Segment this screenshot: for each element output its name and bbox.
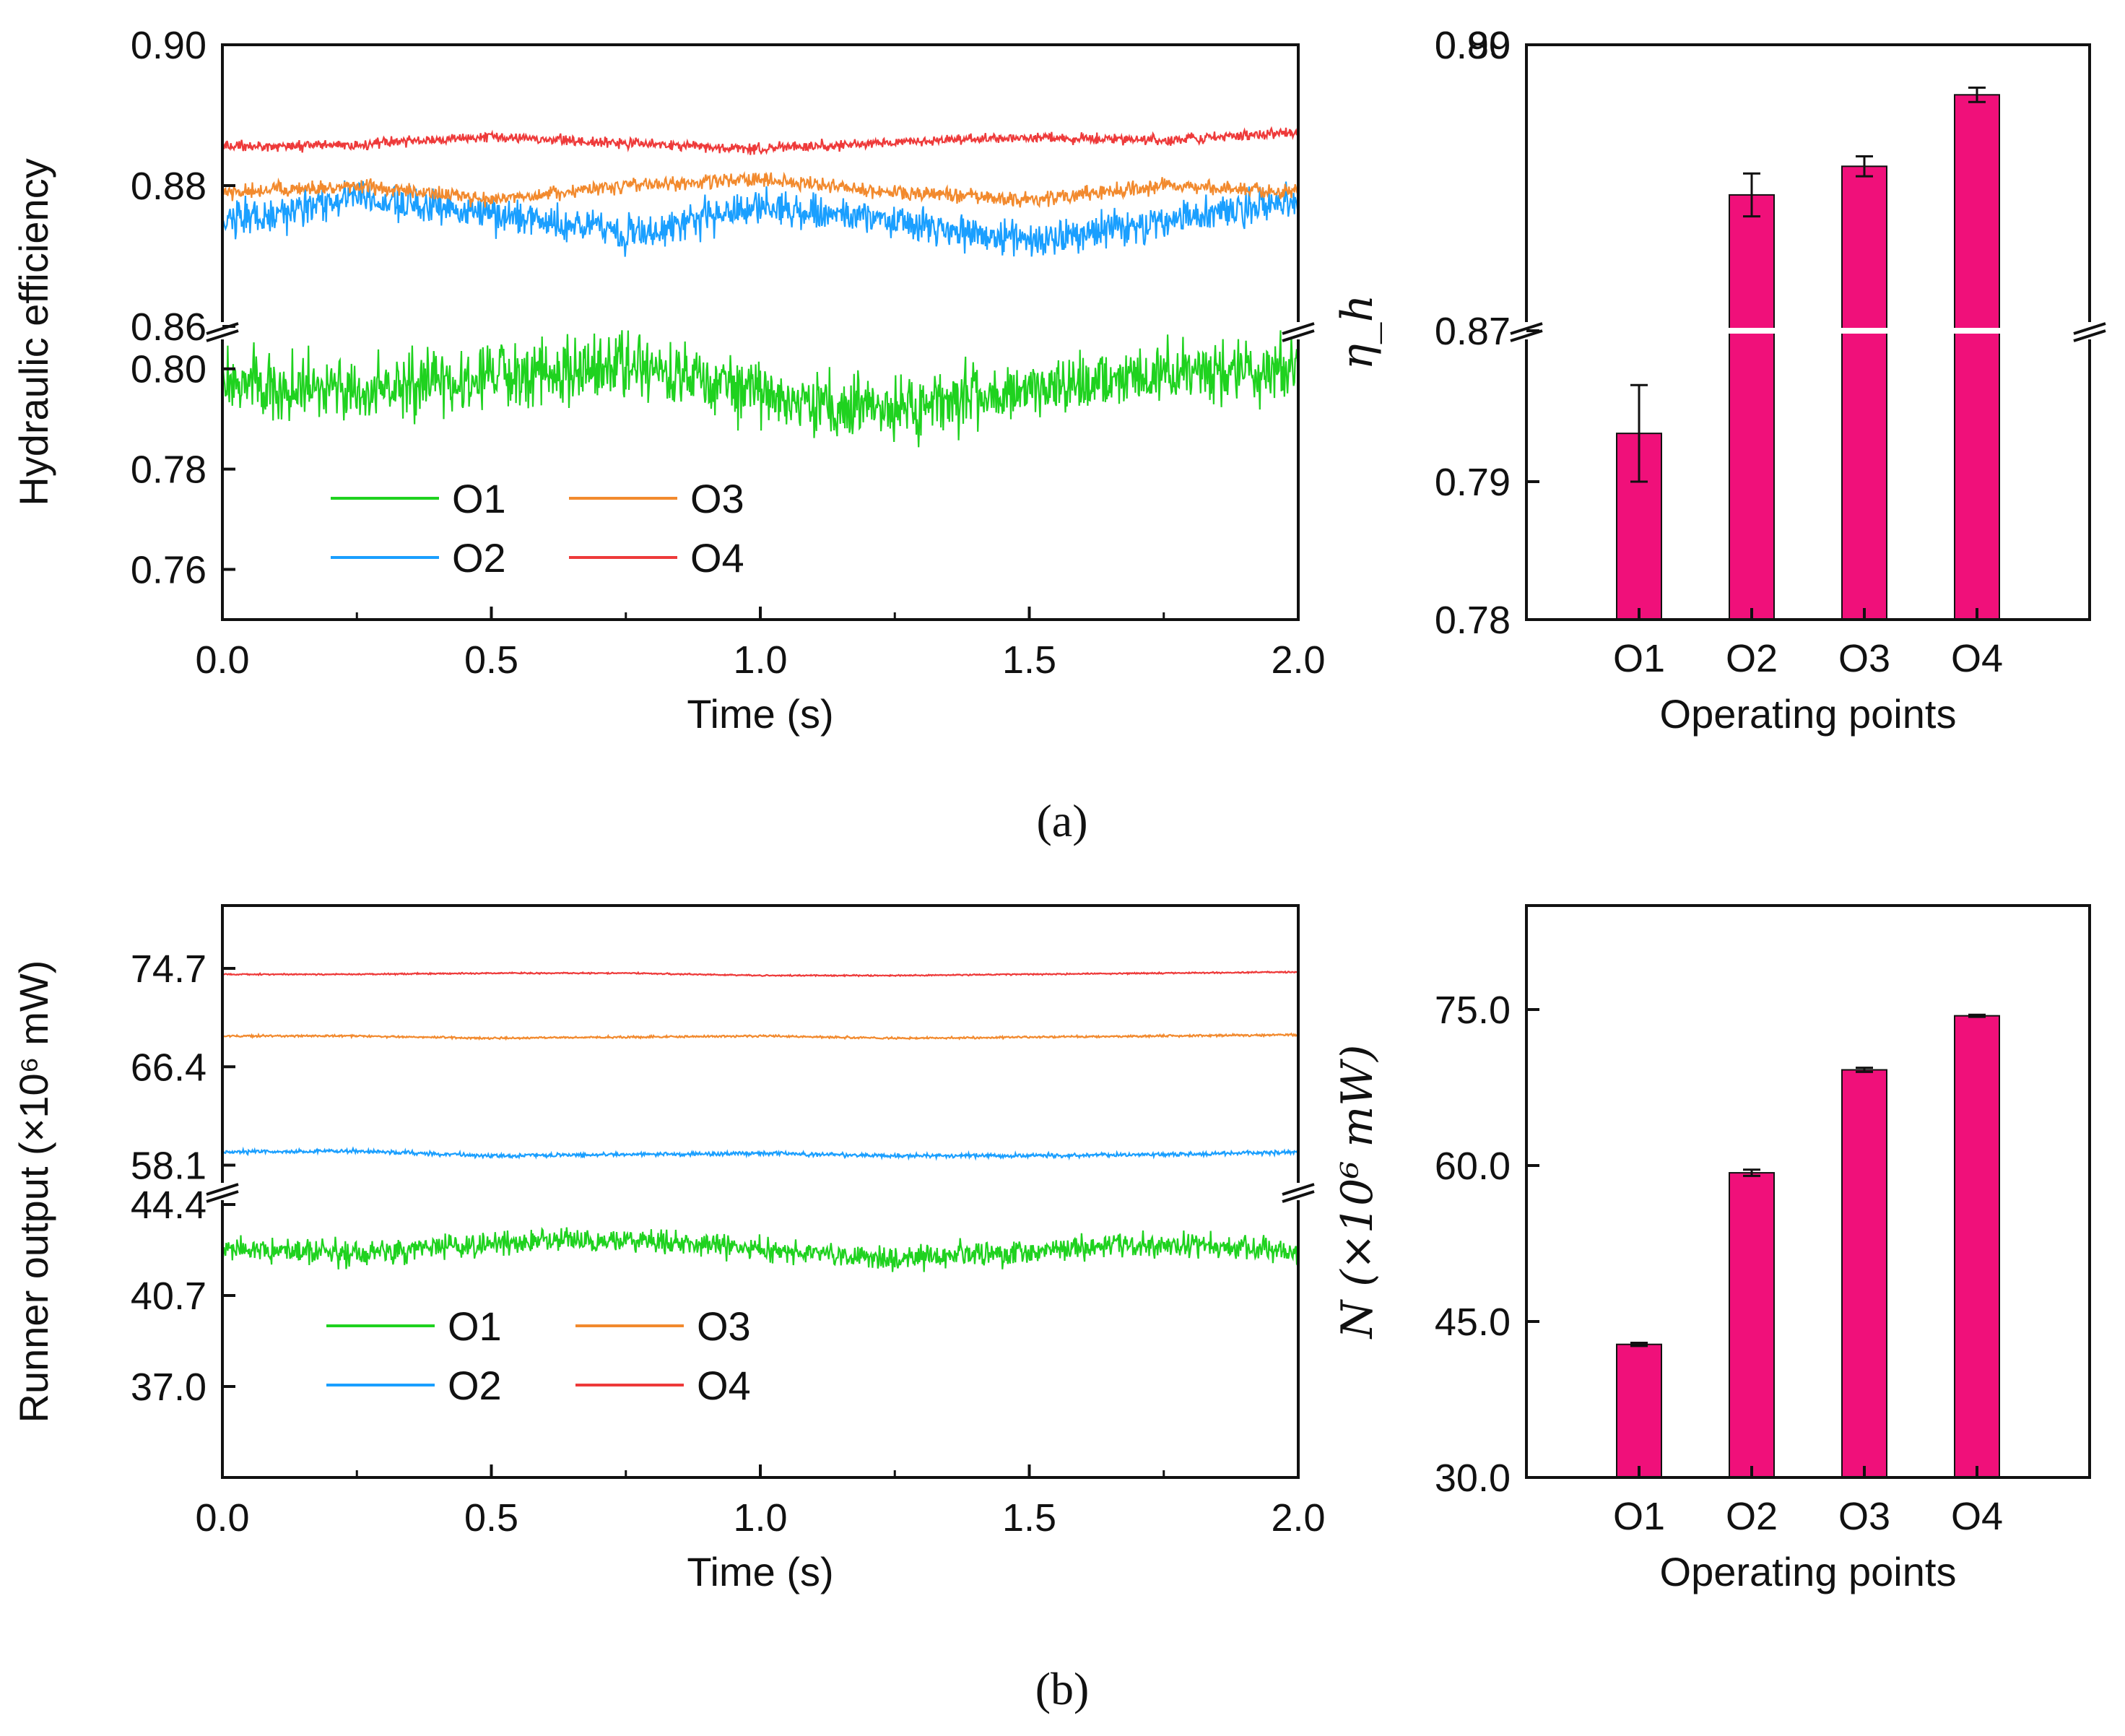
panel-label-a: (a) <box>1036 795 1087 846</box>
y-axis-title: Runner output (×10⁶ mW) <box>11 960 56 1423</box>
y-tick-label: 0.88 <box>131 165 207 208</box>
y-axis-title: N (×10⁶ mW) <box>1332 1045 1383 1340</box>
bar-O4 <box>1954 94 2000 621</box>
legend-label-O4: O4 <box>697 1363 751 1408</box>
chart-hydraulic-efficiency-bars: O1 O2 O3 O4 0.87 0.890.90 0.78 0.79 Operating po… <box>1332 24 2106 737</box>
legend-label-O1: O1 <box>452 476 506 521</box>
panel-label-b: (b) <box>1035 1663 1090 1714</box>
axis-break-right-mark-1 <box>2073 322 2106 335</box>
x-tick-label-O4: O4 <box>1951 1495 2003 1538</box>
y-tick-label: 0.78 <box>1435 599 1511 642</box>
x-tick-label-O3: O3 <box>1838 637 1890 680</box>
x-axis-title: Operating points <box>1660 691 1957 737</box>
x-tick-label-O3: O3 <box>1838 1495 1890 1538</box>
y-tick-label: 40.7 <box>131 1275 207 1318</box>
axis-break-left-mark-1 <box>206 1183 239 1196</box>
axis-break-right-mark-1 <box>1282 322 1315 335</box>
y-axis-title: Hydraulic efficiency <box>11 158 56 505</box>
legend-label-O2: O2 <box>448 1363 502 1408</box>
x-axis-title: Operating points <box>1660 1549 1957 1594</box>
y-tick-label: 0.80 <box>131 348 207 391</box>
series-line-O1 <box>222 330 1298 448</box>
y-tick-label: 0.76 <box>131 549 207 592</box>
x-tick-label: 0.5 <box>464 1496 518 1540</box>
y-tick-label: 37.0 <box>131 1366 207 1409</box>
chart-runner-output-vs-time: 0.0 0.5 1.0 1.5 2.0 58.1 66.4 74.7 37.0 40.7 44.4 T… <box>11 904 1326 1594</box>
legend-label-O4: O4 <box>690 535 744 581</box>
series-line-O2 <box>222 1146 1298 1161</box>
y-tick-label: 0.87 <box>1435 310 1511 353</box>
x-tick-label: 0.5 <box>464 638 518 682</box>
bar-break-gap <box>1528 328 2088 334</box>
plot-frame <box>1525 904 2091 1479</box>
x-tick-label: 2.0 <box>1271 638 1325 682</box>
y-tick-label: 0.79 <box>1435 461 1511 504</box>
chart-runner-output-bars: O1 O2 O3 O4 30.0 45.0 60.0 75.0 Operating points… <box>1332 904 2091 1594</box>
x-axis-title: Time (s) <box>687 1549 833 1594</box>
axis-break-left-mark-2 <box>206 1190 239 1203</box>
series-line-O4 <box>222 126 1298 156</box>
legend-label-O3: O3 <box>690 476 744 521</box>
y-tick-label: 30.0 <box>1435 1457 1511 1500</box>
x-tick-label-O1: O1 <box>1613 637 1665 680</box>
chart-hydraulic-efficiency-vs-time: 0.0 0.5 1.0 1.5 2.0 0.86 0.88 0.90 0.76 0.78 0.80 T… <box>11 24 1326 737</box>
x-tick-label: 2.0 <box>1271 1496 1325 1540</box>
y-tick-label: 74.7 <box>131 947 207 991</box>
y-tick-label: 44.4 <box>131 1184 207 1227</box>
bar-O4 <box>1954 1015 2000 1478</box>
x-tick-label: 1.0 <box>733 1496 787 1540</box>
y-tick-label: 0.86 <box>131 305 207 349</box>
y-axis-title: η_h <box>1332 295 1383 370</box>
bar-O2 <box>1729 1172 1775 1478</box>
y-tick-label: 0.78 <box>131 448 207 492</box>
y-tick-label: 66.4 <box>131 1046 207 1089</box>
bar-O3 <box>1841 1069 1887 1478</box>
x-tick-label: 0.0 <box>195 1496 249 1540</box>
axis-break-left-mark-1 <box>1510 322 1543 335</box>
x-tick-label-O1: O1 <box>1613 1495 1665 1538</box>
plot-frame <box>221 904 1300 1479</box>
bar-O1 <box>1616 1343 1662 1479</box>
y-tick-label: 58.1 <box>131 1145 207 1188</box>
y-tick-label: 0.90 <box>1435 24 1511 67</box>
x-tick-label-O2: O2 <box>1726 637 1778 680</box>
y-tick-label: 60.0 <box>1435 1145 1511 1188</box>
series-line-O3 <box>222 1032 1298 1041</box>
series-line-O3 <box>222 170 1298 209</box>
x-tick-label: 1.5 <box>1002 638 1056 682</box>
series-line-O4 <box>222 970 1298 978</box>
x-axis-title: Time (s) <box>687 691 833 737</box>
axis-break-left-mark-2 <box>206 329 239 342</box>
series-line-O2 <box>222 180 1298 257</box>
bar-O3 <box>1841 165 1887 621</box>
y-tick-label: 0.89 <box>1435 24 1511 67</box>
plot-area <box>222 126 1298 448</box>
plot-area <box>222 970 1298 1272</box>
y-tick-label: 75.0 <box>1435 989 1511 1032</box>
axis-break-left-mark-2 <box>1510 329 1543 342</box>
legend-label-O3: O3 <box>697 1303 751 1349</box>
bar-O2 <box>1729 194 1775 620</box>
x-tick-label: 0.0 <box>195 638 249 682</box>
legend-label-O1: O1 <box>448 1303 502 1349</box>
plot-frame <box>221 43 1300 621</box>
x-tick-label: 1.0 <box>733 638 787 682</box>
x-tick-label-O4: O4 <box>1951 637 2003 680</box>
axis-break-right-mark-2 <box>1282 329 1315 342</box>
axis-break-right-mark-1 <box>1282 1183 1315 1196</box>
y-tick-label: 0.90 <box>131 24 207 67</box>
x-tick-label-O2: O2 <box>1726 1495 1778 1538</box>
series-line-O1 <box>222 1226 1298 1272</box>
y-tick-label: 45.0 <box>1435 1301 1511 1344</box>
axis-break-right-mark-2 <box>1282 1190 1315 1203</box>
x-tick-label: 1.5 <box>1002 1496 1056 1540</box>
axis-break-right-mark-2 <box>2073 329 2106 342</box>
legend-label-O2: O2 <box>452 535 506 581</box>
